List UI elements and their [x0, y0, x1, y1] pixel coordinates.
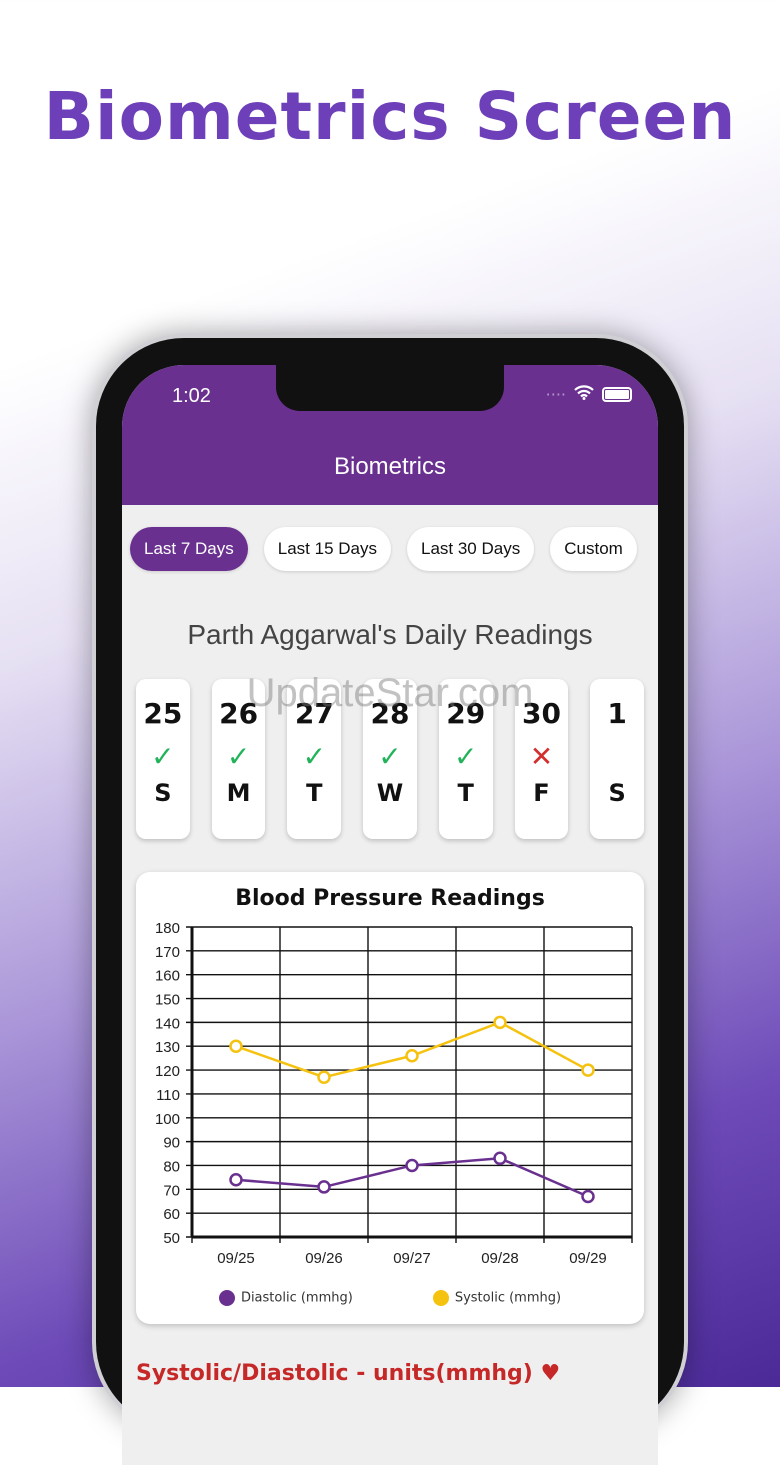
check-icon: ✓ [302, 740, 327, 773]
y-tick-label: 150 [155, 992, 180, 1009]
day-card[interactable]: 29 ✓ T [438, 679, 493, 839]
status-icons: ···· [546, 385, 632, 404]
day-status: ✓ [212, 731, 266, 779]
x-tick-label: 09/26 [305, 1250, 343, 1267]
day-card[interactable]: 25 ✓ S [136, 679, 190, 839]
day-number: 1 [607, 697, 627, 730]
y-tick-label: 100 [155, 1111, 180, 1128]
legend-systolic: Systolic (mmhg) [432, 1290, 562, 1306]
day-number: 26 [219, 697, 259, 730]
day-status: ✓ [136, 731, 190, 779]
y-tick-label: 180 [155, 920, 180, 937]
day-status: ✓ [287, 731, 341, 779]
blood-pressure-chart-card: Blood Pressure Readings 50 60 70 80 90 100 110… [136, 872, 644, 1324]
legend-label: Systolic (mmhg) [454, 1290, 562, 1306]
date-filter-tabs: Last 7 Days Last 15 Days Last 30 Days Cu… [122, 527, 658, 571]
watermark: UpdateStar.com [246, 671, 534, 715]
day-status [590, 731, 644, 779]
day-card[interactable]: 26 ✓ M [211, 679, 266, 839]
day-letter: S [608, 779, 626, 807]
readings-title: Parth Aggarwal's Daily Readings [187, 619, 593, 650]
data-point [493, 1015, 507, 1030]
y-tick-label: 160 [155, 968, 180, 985]
filter-last-15-days[interactable]: Last 15 Days [263, 527, 391, 571]
day-card[interactable]: 30 ✕ F [514, 679, 569, 839]
data-point [581, 1063, 595, 1077]
data-point [229, 1173, 243, 1187]
data-point [229, 1039, 243, 1053]
cross-icon: ✕ [529, 740, 554, 773]
promo-title: Biometrics Screen [43, 78, 737, 155]
legend-label: Diastolic (mmhg) [240, 1290, 353, 1306]
chart-legend: Diastolic (mmhg) Systolic (mmhg) [136, 1290, 644, 1306]
data-point [581, 1189, 595, 1204]
day-status: ✕ [515, 731, 569, 779]
check-icon: ✓ [151, 740, 175, 773]
filter-last-30-days[interactable]: Last 30 Days [407, 527, 535, 571]
data-point [317, 1070, 331, 1084]
y-tick-label: 130 [155, 1039, 180, 1056]
data-point [493, 1151, 507, 1166]
y-tick-label: 110 [156, 1087, 180, 1104]
day-number: 30 [521, 697, 561, 730]
check-icon: ✓ [378, 740, 402, 773]
day-card[interactable]: 27 ✓ T [287, 679, 342, 839]
signal-icon: ···· [545, 385, 566, 404]
legend-diastolic-swatch [218, 1290, 235, 1306]
day-number: 27 [294, 697, 334, 730]
y-tick-label: 50 [163, 1230, 180, 1247]
data-point [405, 1158, 419, 1173]
day-letter: W [376, 779, 404, 807]
y-tick-label: 90 [163, 1135, 180, 1152]
y-tick-label: 120 [155, 1063, 180, 1080]
y-tick-label: 80 [163, 1158, 180, 1175]
legend-diastolic: Diastolic (mmhg) [218, 1290, 353, 1306]
day-cards: 25 ✓ S 26 ✓ M 27 ✓ T 28 ✓ W 29 ✓ T 30 ✕ F 1 S [122, 679, 658, 839]
day-letter: T [457, 779, 474, 807]
chart-title: Blood Pressure Readings [235, 886, 545, 911]
check-icon: ✓ [226, 740, 251, 773]
check-icon: ✓ [454, 740, 478, 773]
data-point [317, 1180, 331, 1194]
day-letter: T [306, 779, 323, 807]
units-text: Systolic/Diastolic - units(mmhg) [136, 1361, 533, 1386]
day-letter: F [533, 779, 550, 807]
day-status: ✓ [363, 731, 417, 779]
y-tick-label: 60 [163, 1206, 180, 1223]
legend-systolic-swatch [432, 1290, 449, 1306]
data-point [405, 1049, 419, 1063]
heart-icon: ♥ [532, 1361, 561, 1386]
day-number: 29 [446, 697, 486, 730]
day-letter: S [154, 779, 172, 807]
units-label: Systolic/Diastolic - units(mmhg) ♥ [136, 1361, 560, 1386]
x-tick-label: 09/25 [217, 1250, 255, 1267]
day-card[interactable]: 28 ✓ W [363, 679, 417, 839]
filter-custom[interactable]: Custom [550, 527, 637, 571]
battery-icon [602, 387, 632, 402]
blood-pressure-chart: 50 60 70 80 90 100 110 120 130 140 150 160 170 180 09/… [155, 920, 633, 1267]
day-number: 28 [370, 697, 410, 730]
notch [276, 365, 504, 411]
x-tick-label: 09/28 [481, 1250, 519, 1267]
status-time: 1:02 [172, 385, 211, 407]
day-letter: M [226, 779, 251, 807]
x-tick-label: 09/29 [569, 1250, 607, 1267]
app-screen: 1:02 ···· Biometrics Last 7 Days Last 15… [122, 365, 658, 1465]
y-tick-label: 70 [163, 1182, 180, 1199]
wifi-icon [574, 385, 594, 404]
x-tick-label: 09/27 [393, 1250, 431, 1267]
y-tick-label: 170 [155, 944, 180, 961]
day-number: 25 [143, 697, 183, 730]
day-status: ✓ [439, 731, 493, 779]
y-tick-label: 140 [155, 1015, 180, 1032]
filter-last-7-days[interactable]: Last 7 Days [130, 527, 248, 571]
app-header: 1:02 ···· Biometrics [122, 365, 658, 505]
page-title: Biometrics [333, 453, 447, 480]
